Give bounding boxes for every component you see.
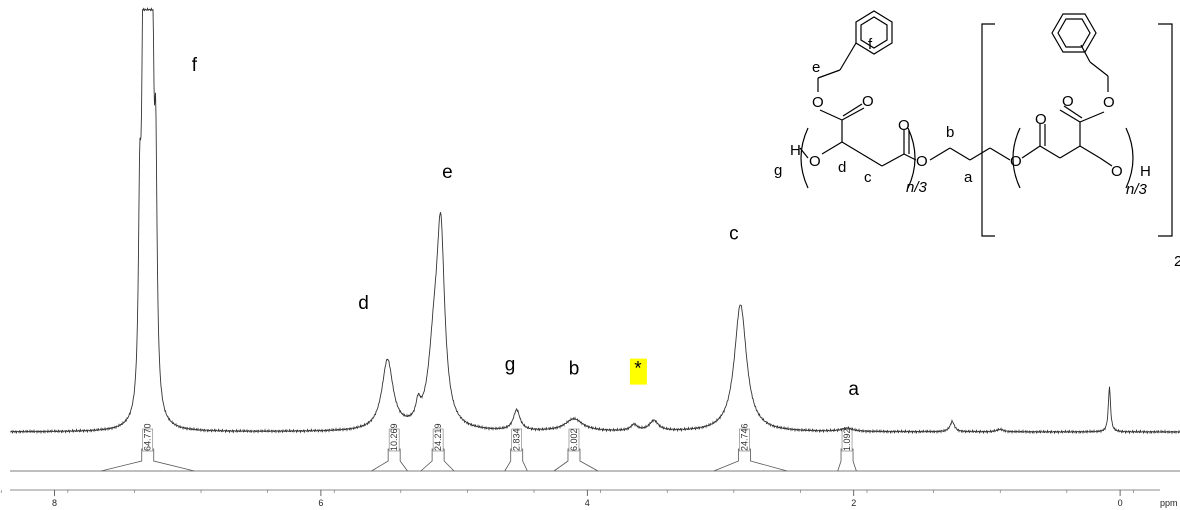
integrals-layer: 64.770 10.269 24.219 2.834 6.002 24.746 1.092 (10, 423, 1180, 472)
ether-o-right: O (1010, 153, 1022, 170)
h-left: H (790, 142, 801, 159)
ppm-axis: 8 6 4 2 0 ppm (0, 489, 1178, 508)
integral-bracket-5 (713, 448, 788, 472)
integral-box-3 (511, 428, 523, 452)
repeat-n3-right: n/3 (1126, 181, 1148, 198)
carbonyl-o-left: O (862, 93, 874, 110)
peak-label-a: a (848, 379, 859, 400)
peak-labels-layer: f e d g b * c a (192, 55, 860, 400)
benzene-ring-right (1051, 13, 1097, 53)
integral-bracket-4 (553, 448, 599, 472)
integral-box-6 (841, 428, 853, 452)
x-tick-label: 6 (318, 498, 323, 508)
peak-label-f: f (192, 55, 198, 76)
peak-label-c: c (729, 223, 739, 244)
peak-label-e: e (442, 162, 453, 183)
label-d-struct: d (838, 159, 846, 176)
integral-box-4 (568, 428, 580, 452)
hydroxyl-o-right: O (1111, 163, 1123, 180)
peak-label-d: d (358, 293, 369, 314)
x-tick-label: 8 (52, 498, 57, 508)
integral-bracket-3 (504, 448, 528, 472)
impurity-highlight (629, 358, 647, 385)
label-a-struct: a (964, 169, 973, 186)
integral-box-2 (432, 428, 444, 452)
integral-bracket-1 (371, 448, 408, 472)
ester-o-right: O (1103, 94, 1115, 111)
label-c-struct: c (864, 169, 872, 186)
integral-bracket-0 (101, 448, 195, 472)
integral-value-1: 10.269 (389, 423, 399, 451)
integral-bracket-6 (837, 448, 857, 472)
label-g-struct: g (774, 162, 782, 179)
integral-box-5 (739, 428, 750, 452)
bracket-subscript-2: 2 (1174, 253, 1180, 270)
carbonyl-o-right1: O (1035, 111, 1047, 128)
integral-value-5: 24.746 (739, 423, 749, 451)
integral-value-4: 6.002 (569, 428, 579, 451)
peak-label-b: b (569, 359, 580, 380)
peak-label-g: g (505, 355, 516, 376)
benzene-ring-left (855, 10, 893, 55)
integral-value-3: 2.834 (512, 428, 522, 451)
x-tick-label: 0 (1118, 498, 1123, 508)
peak-label-impurity: * (634, 359, 642, 380)
label-f-struct: f (868, 36, 873, 53)
ester-o-left: O (812, 94, 824, 111)
carbonyl-o-right2: O (1062, 93, 1074, 110)
spectrum-trace (9, 6, 1180, 435)
label-b-struct: b (946, 124, 954, 141)
hydroxyl-o-left: O (809, 153, 821, 170)
x-axis-unit: ppm (1160, 498, 1178, 508)
repeat-n3-left: n/3 (906, 179, 928, 196)
x-tick-label: 4 (585, 498, 590, 508)
integral-value-2: 24.219 (433, 423, 443, 451)
integral-box-1 (388, 428, 400, 452)
chemical-structure: f e O O O H g d c O O n/3 b (774, 10, 1180, 270)
label-e-struct: e (812, 59, 820, 76)
integral-bracket-2 (420, 448, 455, 472)
carbonyl-o-mid: O (898, 117, 910, 134)
x-tick-label: 2 (851, 498, 856, 508)
h-right: H (1140, 163, 1151, 180)
ester-o-mid: O (916, 153, 928, 170)
integral-value-6: 1.092 (842, 428, 852, 451)
integral-box-0 (142, 428, 154, 452)
integral-value-0: 64.770 (143, 423, 153, 451)
